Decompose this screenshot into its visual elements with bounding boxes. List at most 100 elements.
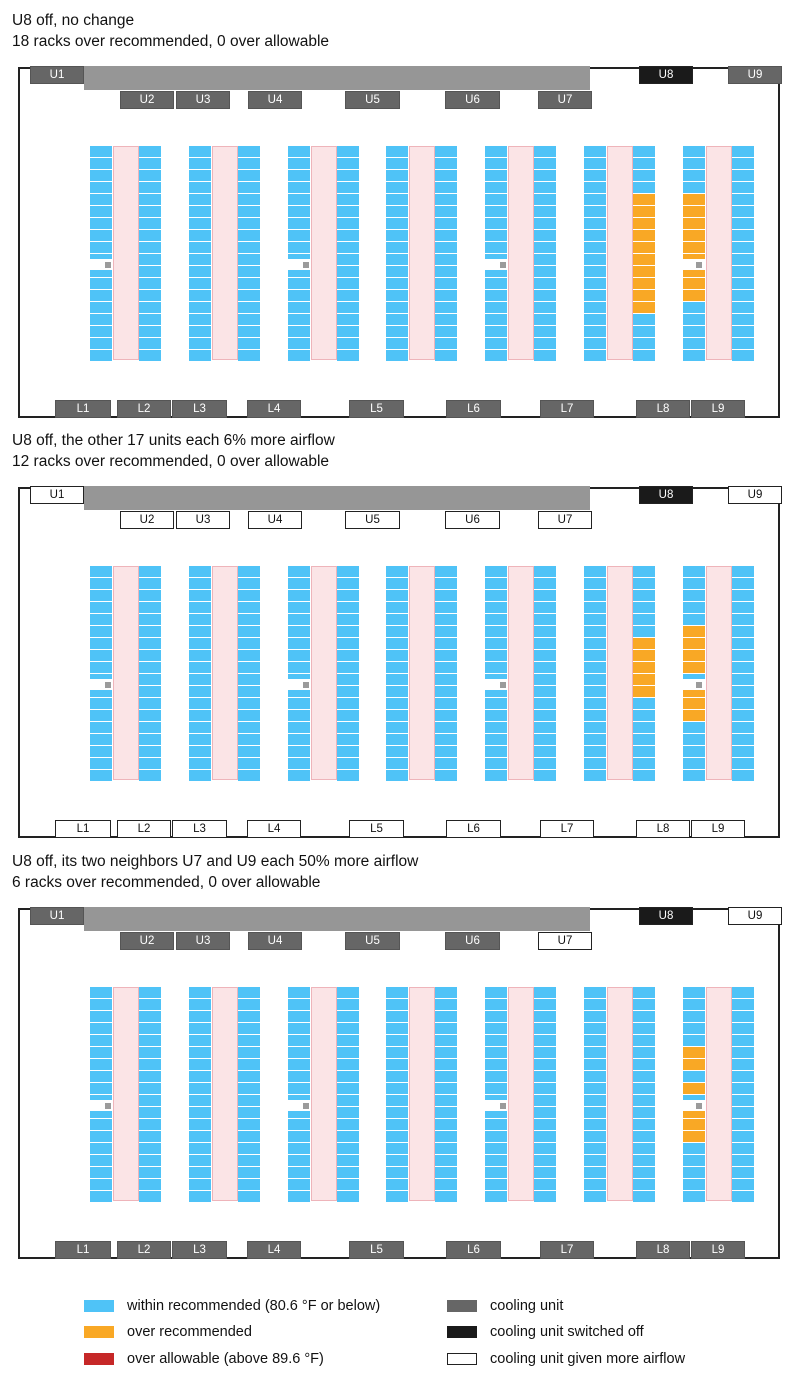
rack-within-recommended <box>435 146 457 157</box>
rack-within-recommended <box>288 326 310 337</box>
rack-within-recommended <box>732 1191 754 1202</box>
rack-over-recommended <box>633 230 655 241</box>
rack-within-recommended <box>584 1035 606 1046</box>
cooling-unit-l1: L1 <box>55 820 111 838</box>
rack-within-recommended <box>90 1131 112 1142</box>
rack-within-recommended <box>90 1083 112 1094</box>
rack-within-recommended <box>534 746 556 757</box>
rack-within-recommended <box>139 686 161 697</box>
rack-within-recommended <box>337 1179 359 1190</box>
sensor-marker <box>105 1103 111 1109</box>
rack-within-recommended <box>90 710 112 721</box>
rack-within-recommended <box>288 350 310 361</box>
rack-within-recommended <box>386 302 408 313</box>
rack-within-recommended <box>485 698 507 709</box>
rack-within-recommended <box>732 566 754 577</box>
rack-within-recommended <box>90 770 112 781</box>
rack-within-recommended <box>189 1143 211 1154</box>
rack-within-recommended <box>288 1047 310 1058</box>
rack-within-recommended <box>139 987 161 998</box>
rack-within-recommended <box>534 674 556 685</box>
rack-within-recommended <box>189 326 211 337</box>
rack-within-recommended <box>683 1167 705 1178</box>
rack-within-recommended <box>90 170 112 181</box>
rack-within-recommended <box>534 1023 556 1034</box>
rack-within-recommended <box>288 1179 310 1190</box>
rack-within-recommended <box>386 1047 408 1058</box>
hot-aisle <box>212 987 238 1201</box>
rack-within-recommended <box>534 1047 556 1058</box>
rack-within-recommended <box>337 1143 359 1154</box>
rack-within-recommended <box>337 242 359 253</box>
rack-within-recommended <box>485 566 507 577</box>
cooling-unit-l3: L3 <box>172 1241 227 1259</box>
rack-within-recommended <box>90 314 112 325</box>
rack-within-recommended <box>584 566 606 577</box>
rack-within-recommended <box>732 1035 754 1046</box>
rack-within-recommended <box>732 338 754 349</box>
rack-within-recommended <box>584 338 606 349</box>
rack-within-recommended <box>189 999 211 1010</box>
rack-row-1 <box>90 987 162 1202</box>
rack-within-recommended <box>139 722 161 733</box>
rack-within-recommended <box>189 987 211 998</box>
rack-over-recommended <box>683 1131 705 1142</box>
rack-within-recommended <box>386 626 408 637</box>
rack-within-recommended <box>337 987 359 998</box>
rack-within-recommended <box>534 170 556 181</box>
rack-over-recommended <box>633 674 655 685</box>
rack-within-recommended <box>386 146 408 157</box>
rack-within-recommended <box>732 710 754 721</box>
rack-within-recommended <box>485 1071 507 1082</box>
sensor-gap <box>288 679 310 690</box>
rack-within-recommended <box>90 1071 112 1082</box>
rack-within-recommended <box>189 1023 211 1034</box>
rack-within-recommended <box>732 146 754 157</box>
rack-over-recommended <box>633 278 655 289</box>
rack-within-recommended <box>90 686 112 697</box>
rack-within-recommended <box>732 1095 754 1106</box>
rack-within-recommended <box>534 1107 556 1118</box>
cooling-unit-u3: U3 <box>176 511 230 529</box>
sensor-marker <box>696 262 702 268</box>
rack-within-recommended <box>238 722 260 733</box>
rack-within-recommended <box>139 1095 161 1106</box>
rack-within-recommended <box>732 1023 754 1034</box>
sensor-marker <box>696 1103 702 1109</box>
rack-within-recommended <box>435 1023 457 1034</box>
legend-within-label: within recommended (80.6 °F or below) <box>127 1298 381 1314</box>
rack-within-recommended <box>189 1191 211 1202</box>
rack-within-recommended <box>435 230 457 241</box>
rack-within-recommended <box>288 602 310 613</box>
rack-within-recommended <box>435 1059 457 1070</box>
rack-within-recommended <box>534 650 556 661</box>
rack-within-recommended <box>189 350 211 361</box>
rack-within-recommended <box>534 1179 556 1190</box>
rack-within-recommended <box>238 314 260 325</box>
rack-within-recommended <box>683 1155 705 1166</box>
rack-within-recommended <box>435 314 457 325</box>
rack-row-7 <box>683 566 755 781</box>
rack-within-recommended <box>90 206 112 217</box>
rack-within-recommended <box>633 158 655 169</box>
rack-within-recommended <box>337 746 359 757</box>
rack-within-recommended <box>633 1011 655 1022</box>
rack-within-recommended <box>337 1059 359 1070</box>
rack-within-recommended <box>238 1107 260 1118</box>
rack-over-recommended <box>633 662 655 673</box>
rack-within-recommended <box>584 206 606 217</box>
rack-within-recommended <box>683 1143 705 1154</box>
rack-within-recommended <box>633 710 655 721</box>
sensor-marker <box>303 262 309 268</box>
cooling-unit-l8: L8 <box>636 1241 690 1259</box>
rack-within-recommended <box>386 770 408 781</box>
sensor-gap <box>485 259 507 270</box>
rack-within-recommended <box>584 734 606 745</box>
rack-within-recommended <box>337 698 359 709</box>
rack-row-3 <box>288 566 360 781</box>
rack-within-recommended <box>189 314 211 325</box>
rack-within-recommended <box>90 1143 112 1154</box>
rack-within-recommended <box>189 674 211 685</box>
rack-within-recommended <box>139 290 161 301</box>
rack-within-recommended <box>732 1155 754 1166</box>
